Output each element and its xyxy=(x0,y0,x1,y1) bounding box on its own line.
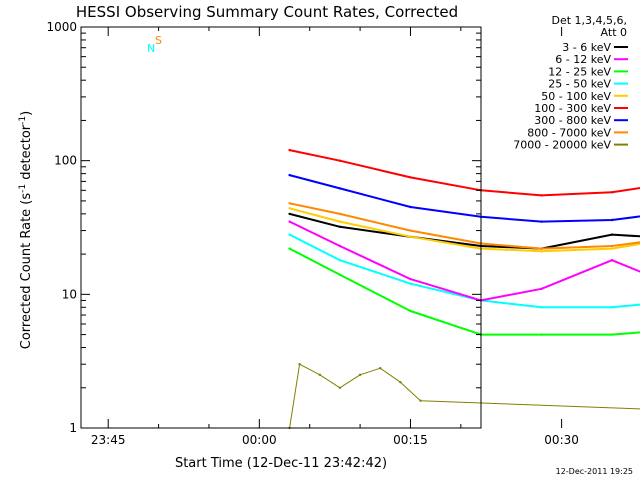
data-point xyxy=(288,202,291,205)
series-line-3 xyxy=(289,233,640,309)
series-line-8 xyxy=(289,363,640,429)
y-axis-label-part-3: detector xyxy=(19,124,34,184)
data-point xyxy=(610,259,614,262)
data-point xyxy=(338,225,342,228)
data-point xyxy=(540,306,543,309)
data-point xyxy=(338,244,342,248)
y-tick-label: 1000 xyxy=(46,20,77,34)
data-point xyxy=(338,273,342,276)
x-axis-label: Start Time (12-Dec-11 23:42:42) xyxy=(175,456,387,471)
y-axis-label-part-1: Corrected Count Rate (s xyxy=(19,193,34,350)
data-point xyxy=(610,218,614,222)
data-point xyxy=(338,187,342,190)
data-point xyxy=(540,287,543,290)
y-axis-label-part-2: -1 xyxy=(18,184,28,193)
data-point xyxy=(409,235,412,238)
legend-header-line-1: Det 1,3,4,5,6, xyxy=(551,14,627,27)
x-tick-label: 00:15 xyxy=(393,433,428,447)
x-tick-label: 00:00 xyxy=(242,433,277,447)
data-point xyxy=(288,173,291,177)
data-point xyxy=(409,282,412,285)
data-point xyxy=(540,333,543,336)
data-point xyxy=(610,233,614,236)
y-axis-label: Corrected Count Rate (s-1 detector-1) xyxy=(18,111,34,349)
data-point xyxy=(540,220,543,223)
data-point xyxy=(338,220,342,223)
series-line-5 xyxy=(289,149,640,197)
footer-timestamp: 12-Dec-2011 19:25 xyxy=(556,467,633,476)
data-point xyxy=(338,212,342,216)
data-point xyxy=(298,363,301,366)
y-tick-label: 1 xyxy=(69,421,77,435)
y-axis-label-part-5: ) xyxy=(19,111,34,116)
data-point xyxy=(610,247,614,250)
data-point xyxy=(288,212,291,216)
legend-label: 800 - 7000 keV xyxy=(527,126,611,139)
legend-header-line-2: Att 0 xyxy=(601,26,627,39)
data-point xyxy=(540,250,543,253)
data-point xyxy=(409,176,412,179)
legend-label: 7000 - 20000 keV xyxy=(513,139,611,152)
data-point xyxy=(610,333,614,336)
data-point xyxy=(409,309,412,313)
data-point xyxy=(288,220,291,223)
data-point xyxy=(338,159,342,162)
data-point xyxy=(399,381,402,384)
data-point xyxy=(288,233,291,236)
data-point xyxy=(288,247,291,250)
y-axis-label-part-4: -1 xyxy=(18,116,28,125)
data-point xyxy=(338,259,342,262)
data-point xyxy=(288,207,291,210)
data-point xyxy=(540,247,543,250)
legend-label: 25 - 50 keV xyxy=(548,78,611,91)
series-line-2 xyxy=(289,247,640,336)
series-line-1 xyxy=(289,220,640,302)
x-tick-label: 00:30 xyxy=(544,433,579,447)
series-line-7 xyxy=(289,202,640,250)
y-axis: 1 10 100 1000 xyxy=(46,20,481,435)
chart-title: HESSI Observing Summary Count Rates, Cor… xyxy=(76,3,458,21)
plot-area: SN xyxy=(147,34,640,430)
data-point xyxy=(610,244,614,248)
data-point xyxy=(358,373,362,376)
data-point xyxy=(540,194,543,197)
data-point xyxy=(409,277,412,281)
data-point xyxy=(318,373,321,376)
legend-header: Det 1,3,4,5,6, Att 0 xyxy=(551,14,627,39)
y-tick-label: 10 xyxy=(62,287,77,301)
series-line-6 xyxy=(289,174,640,223)
data-point xyxy=(338,386,342,389)
data-point xyxy=(379,367,382,370)
flag-label-n: N xyxy=(147,42,155,55)
data-point xyxy=(288,148,291,152)
x-tick-label: 23:45 xyxy=(91,433,126,447)
legend-label: 3 - 6 keV xyxy=(562,41,611,54)
legend-label: 6 - 12 keV xyxy=(555,53,611,66)
plot-frame xyxy=(80,26,482,429)
data-point xyxy=(610,191,614,194)
data-point xyxy=(419,399,422,402)
flag-label-s: S xyxy=(155,34,162,47)
series-line-4 xyxy=(289,207,640,253)
data-point xyxy=(610,306,614,309)
legend-label: 300 - 800 keV xyxy=(534,114,611,127)
data-point xyxy=(409,205,412,209)
legend-label: 50 - 100 keV xyxy=(541,90,611,103)
legend-label: 12 - 25 keV xyxy=(548,65,611,78)
legend-label: 100 - 300 keV xyxy=(534,102,611,115)
data-point xyxy=(409,229,412,232)
y-tick-label: 100 xyxy=(54,154,77,168)
